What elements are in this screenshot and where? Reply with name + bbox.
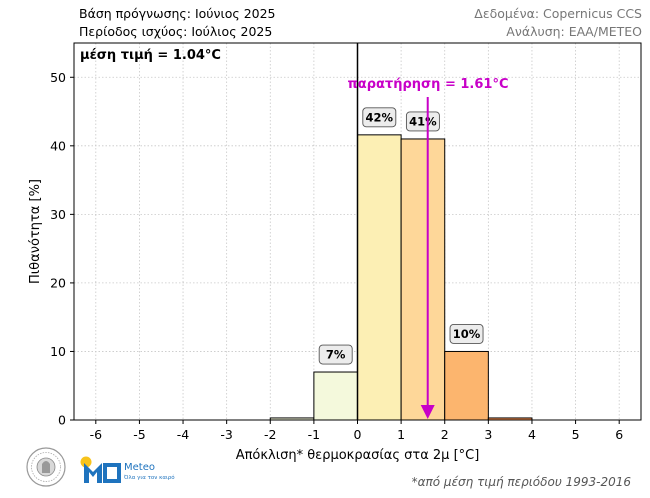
analysis-text: Ανάλυση: ΕΑΑ/ΜΕΤΕΟ <box>506 24 642 39</box>
y-tick-label: 40 <box>50 138 66 153</box>
y-tick-label: 10 <box>50 344 66 359</box>
histogram-bar <box>400 138 446 421</box>
x-tick-label: 4 <box>528 427 536 442</box>
meteo-logo-name: Meteo <box>124 462 155 473</box>
y-tick-label: 50 <box>50 70 66 85</box>
y-tick-label: 20 <box>50 275 66 290</box>
x-tick-label: -6 <box>90 427 103 442</box>
x-tick-label: 5 <box>572 427 580 442</box>
meteo-logo-tagline: Όλα για τον καιρό <box>123 474 175 481</box>
histogram-bar <box>357 134 402 421</box>
x-tick-label: -2 <box>264 427 276 442</box>
mean-value-text: μέση τιμή = 1.04°C <box>80 48 221 63</box>
x-tick-label: 6 <box>615 427 623 442</box>
data-source-text: Δεδομένα: Copernicus CCS <box>474 6 642 21</box>
bar-value-label: 42% <box>366 110 394 124</box>
meteo-logo-mark <box>80 456 121 483</box>
histogram-bar <box>313 371 358 421</box>
bar-value-label-box <box>449 324 484 344</box>
bar-value-label: 10% <box>453 327 481 341</box>
x-tick-label: -1 <box>308 427 320 442</box>
x-tick-label: 1 <box>397 427 405 442</box>
x-tick-label: -3 <box>220 427 232 442</box>
x-tick-label: 2 <box>441 427 449 442</box>
x-tick-label: -5 <box>133 427 145 442</box>
y-tick-label: 0 <box>58 413 66 428</box>
academy-seal-logo <box>26 447 66 487</box>
bar-value-label-box <box>362 107 397 128</box>
footnote-text: *από μέση τιμή περιόδου 1993-2016 <box>411 475 631 489</box>
x-axis-label: Απόκλιση* θερμοκρασίας στα 2μ [°C] <box>236 448 480 463</box>
x-tick-label: -4 <box>177 427 190 442</box>
observation-label: παρατήρηση = 1.61°C <box>347 77 508 92</box>
bar-value-label-box <box>405 111 440 132</box>
forecast-base-text: Βάση πρόγνωσης: Ιούνιος 2025 <box>79 6 276 21</box>
valid-period-text: Περίοδος ισχύος: Ιούλιος 2025 <box>79 24 273 39</box>
x-tick-label: 0 <box>354 427 362 442</box>
x-tick-label: 3 <box>484 427 492 442</box>
y-tick-label: 30 <box>50 207 66 222</box>
observation-arrow-head <box>420 405 435 419</box>
histogram-bar <box>444 350 489 421</box>
bar-value-label-box <box>318 344 353 365</box>
bar-value-label: 7% <box>326 348 346 362</box>
y-axis-label: Πιθανότητα [%] <box>28 179 43 284</box>
bar-value-label: 41% <box>409 114 437 128</box>
